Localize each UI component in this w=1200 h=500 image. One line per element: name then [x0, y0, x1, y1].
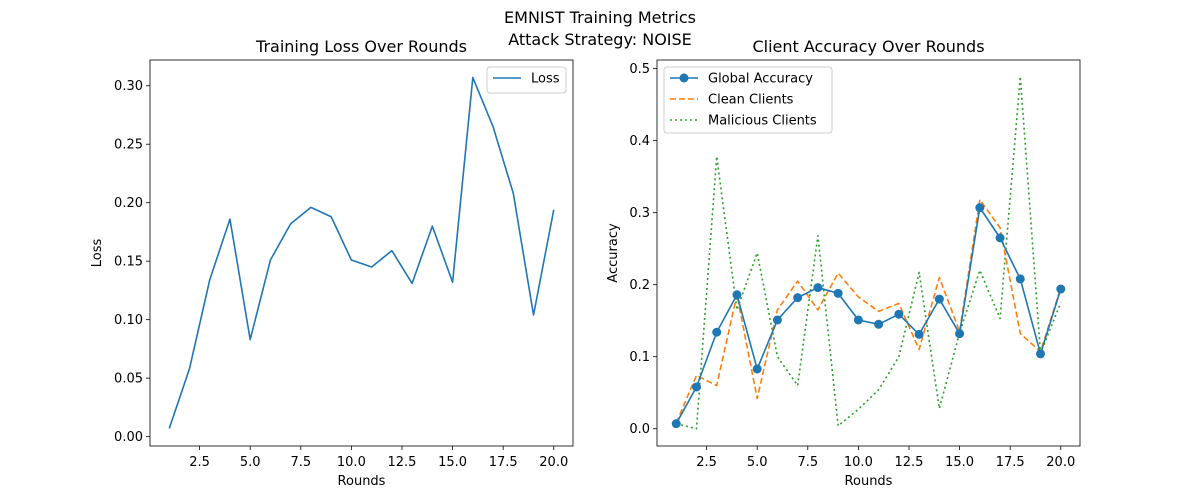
y-axis-label: Accuracy: [606, 223, 621, 283]
y-tick-label: 0.05: [114, 372, 143, 387]
data-point: [732, 290, 742, 300]
y-tick-label: 0.20: [114, 196, 143, 211]
accuracy-chart-panel: Client Accuracy Over Rounds 2.5 5.0 7.5 10.0…: [606, 37, 1081, 489]
legend: Loss: [486, 66, 567, 94]
legend-marker: [679, 73, 689, 83]
y-tick-label: 0.2: [629, 278, 650, 293]
data-point: [712, 327, 722, 337]
data-point: [874, 319, 884, 329]
y-axis-label: Loss: [90, 239, 105, 268]
x-tick-label: 2.5: [696, 455, 717, 470]
series-line-loss: [168, 76, 555, 429]
x-tick-label: 15.0: [945, 455, 974, 470]
data-point: [833, 288, 843, 298]
figure-title: EMNIST Training Metrics: [504, 8, 696, 27]
x-tick-label: 20.0: [539, 455, 568, 470]
data-point: [934, 294, 944, 304]
x-tick-label: 10.0: [337, 455, 366, 470]
x-tick-label: 17.5: [489, 455, 518, 470]
data-point: [1015, 274, 1025, 284]
x-axis-label: Rounds: [845, 474, 893, 489]
y-tick-label: 0.00: [114, 430, 143, 445]
y-tick-label: 0.25: [114, 138, 143, 153]
y-tick-label: 0.4: [629, 134, 650, 149]
x-tick-label: 5.0: [240, 455, 261, 470]
series-line-clean-clients: [675, 198, 1062, 424]
data-point: [853, 315, 863, 325]
x-tick-label: 12.5: [895, 455, 924, 470]
y-tick-label: 0.1: [629, 350, 650, 365]
legend-box: [486, 66, 567, 94]
data-point: [671, 419, 681, 429]
legend-label: Loss: [531, 72, 560, 87]
legend-label: Global Accuracy: [708, 72, 813, 87]
y-tick-label: 0.5: [629, 62, 650, 77]
legend-label: Malicious Clients: [708, 114, 817, 129]
x-tick-label: 12.5: [388, 455, 417, 470]
y-tick-label: 0.0: [629, 422, 650, 437]
data-point: [995, 233, 1005, 243]
x-tick-label: 17.5: [996, 455, 1025, 470]
data-point: [793, 293, 803, 303]
x-tick-label: 7.5: [797, 455, 818, 470]
loss-chart-panel: Training Loss Over Rounds 2.5 5.0 7.5 10.0 12…: [90, 37, 574, 489]
y-tick-label: 0.10: [114, 313, 143, 328]
data-point: [914, 329, 924, 339]
data-point: [813, 283, 823, 293]
x-tick-label: 20.0: [1046, 455, 1075, 470]
chart-title: Training Loss Over Rounds: [255, 37, 467, 56]
chart-title: Client Accuracy Over Rounds: [752, 37, 984, 56]
x-tick-label: 5.0: [747, 455, 768, 470]
figure-subtitle: Attack Strategy: NOISE: [508, 30, 692, 49]
y-tick-label: 0.3: [629, 206, 650, 221]
data-point: [894, 309, 904, 319]
legend-box: [663, 66, 833, 134]
legend: Global Accuracy Clean Clients Malicious Cl…: [663, 66, 833, 134]
data-point: [955, 329, 965, 339]
data-point: [975, 203, 985, 213]
x-tick-label: 15.0: [438, 455, 467, 470]
y-tick-label: 0.30: [114, 79, 143, 94]
series-line-global-accuracy: [675, 206, 1062, 425]
data-point: [772, 315, 782, 325]
y-tick-label: 0.15: [114, 255, 143, 270]
data-point: [752, 364, 762, 374]
x-tick-label: 10.0: [844, 455, 873, 470]
x-tick-label: 7.5: [290, 455, 311, 470]
data-point: [1036, 349, 1046, 359]
legend-label: Clean Clients: [708, 93, 794, 108]
data-point: [1056, 284, 1066, 294]
x-axis-label: Rounds: [338, 474, 386, 489]
plot-frame: [656, 59, 1081, 447]
plot-frame: [149, 59, 574, 447]
x-tick-label: 2.5: [189, 455, 210, 470]
data-point: [691, 382, 701, 392]
